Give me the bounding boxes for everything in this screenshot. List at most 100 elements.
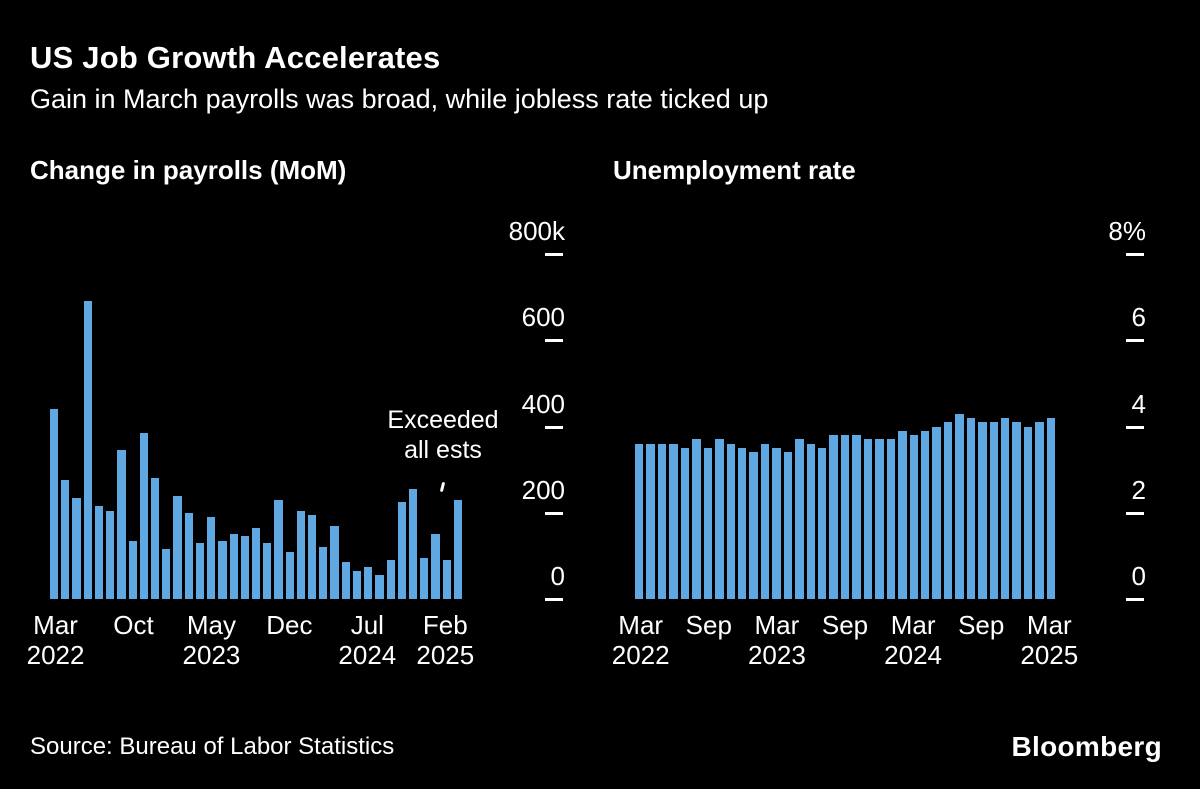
bar bbox=[308, 514, 317, 599]
bar bbox=[61, 480, 70, 599]
bar bbox=[150, 478, 160, 599]
payrolls-plot bbox=[50, 254, 463, 599]
bar bbox=[207, 517, 216, 599]
bar bbox=[72, 497, 81, 599]
y-axis-label: 4 bbox=[1131, 388, 1146, 419]
unemployment-bars bbox=[635, 254, 1056, 599]
payrolls-y-axis: 800k 600 400 200 0 bbox=[505, 216, 565, 601]
x-axis-label-year: 2025 bbox=[416, 640, 475, 670]
y-axis-tick-mark bbox=[545, 339, 563, 343]
bar bbox=[852, 435, 861, 599]
y-axis-tick-mark bbox=[545, 598, 563, 601]
x-axis-label-month: Mar bbox=[890, 610, 936, 640]
x-axis-label-month: Sep bbox=[685, 610, 732, 640]
y-axis-tick-mark bbox=[1126, 511, 1144, 515]
bar bbox=[128, 540, 137, 599]
page-title: US Job Growth Accelerates bbox=[30, 40, 441, 75]
unemployment-panel-title: Unemployment rate bbox=[613, 155, 856, 185]
bar bbox=[117, 450, 126, 599]
x-axis-label-year: 2024 bbox=[338, 640, 397, 670]
bar bbox=[966, 417, 976, 599]
x-axis-label: Sep bbox=[822, 610, 868, 640]
bar bbox=[240, 536, 249, 599]
bar bbox=[453, 499, 463, 599]
x-axis-label: Sep bbox=[958, 610, 1004, 640]
bar bbox=[431, 534, 440, 599]
bar bbox=[955, 413, 964, 599]
bar bbox=[397, 501, 406, 599]
bar bbox=[726, 443, 735, 599]
x-axis-label-year: 2025 bbox=[1020, 640, 1079, 670]
bar bbox=[635, 443, 644, 599]
bar bbox=[818, 448, 827, 599]
bar bbox=[139, 432, 148, 599]
y-axis-label: 600 bbox=[521, 302, 565, 333]
bar bbox=[94, 506, 104, 599]
bar bbox=[341, 562, 350, 599]
y-axis-tick-mark bbox=[545, 511, 563, 515]
bar bbox=[886, 439, 896, 599]
x-axis-label-year: 2023 bbox=[747, 640, 806, 670]
unemployment-x-axis: Mar 2022 Sep Mar 2023 Sep Mar 2024 Sep Mar 2025 bbox=[612, 604, 1078, 670]
bar bbox=[909, 435, 918, 599]
y-axis-label: 6 bbox=[1131, 302, 1146, 333]
x-axis-label-month: Mar bbox=[618, 610, 664, 640]
bar bbox=[692, 439, 701, 599]
bar bbox=[229, 534, 238, 599]
bar bbox=[669, 443, 678, 599]
bar bbox=[749, 452, 758, 599]
x-axis-label-month: Mar bbox=[1026, 610, 1072, 640]
x-axis-label: Feb 2025 bbox=[416, 610, 474, 670]
x-axis-label-month: Jul bbox=[350, 610, 384, 640]
bar bbox=[932, 426, 941, 599]
bar bbox=[1001, 417, 1010, 599]
x-axis-label: Mar 2022 bbox=[27, 610, 85, 670]
unemployment-y-axis: 8% 6 4 2 0 bbox=[1094, 216, 1146, 601]
bar bbox=[330, 525, 339, 599]
bar bbox=[274, 499, 283, 599]
page-subtitle: Gain in March payrolls was broad, while … bbox=[30, 84, 769, 114]
y-axis-label: 8% bbox=[1108, 216, 1146, 246]
bar bbox=[251, 527, 261, 599]
x-axis-label-month: Sep bbox=[821, 610, 869, 640]
bar bbox=[806, 443, 815, 599]
x-axis-label-month: Feb bbox=[422, 610, 468, 640]
x-axis-label: May 2023 bbox=[183, 610, 241, 670]
x-axis-label: Dec bbox=[266, 610, 312, 640]
bar bbox=[173, 495, 182, 599]
payrolls-bars bbox=[50, 254, 463, 599]
y-axis-label: 0 bbox=[1131, 561, 1146, 591]
bar bbox=[1012, 422, 1021, 599]
bar bbox=[442, 560, 451, 599]
bar bbox=[162, 549, 171, 599]
bar bbox=[420, 558, 429, 599]
bar bbox=[1035, 422, 1044, 599]
bar bbox=[657, 443, 667, 599]
x-axis-label: Mar 2025 bbox=[1020, 610, 1078, 670]
y-axis-tick-mark bbox=[545, 425, 563, 429]
x-axis-label-month: Dec bbox=[266, 610, 313, 640]
y-axis-label: 0 bbox=[550, 561, 565, 591]
annotation-line-1: Exceeded bbox=[387, 406, 499, 434]
bar bbox=[364, 566, 373, 599]
bloomberg-logo: Bloomberg bbox=[1011, 731, 1162, 762]
bar bbox=[703, 448, 713, 599]
bar bbox=[840, 435, 850, 599]
y-axis-tick-mark bbox=[1126, 425, 1144, 429]
bar bbox=[184, 512, 193, 599]
bar bbox=[829, 435, 838, 599]
bar bbox=[1046, 417, 1056, 599]
y-axis-label: 200 bbox=[521, 474, 565, 505]
bar bbox=[943, 422, 953, 599]
x-axis-label-year: 2024 bbox=[884, 640, 943, 670]
bar bbox=[772, 448, 781, 599]
x-axis-label: Jul 2024 bbox=[338, 610, 396, 670]
bar bbox=[795, 439, 804, 599]
x-axis-label-month: Mar bbox=[754, 610, 800, 640]
bar bbox=[106, 510, 115, 599]
bar bbox=[715, 439, 724, 599]
bar bbox=[352, 570, 362, 599]
x-axis-label-month: Oct bbox=[113, 610, 154, 640]
unemployment-plot bbox=[635, 254, 1056, 599]
bar bbox=[875, 439, 884, 599]
